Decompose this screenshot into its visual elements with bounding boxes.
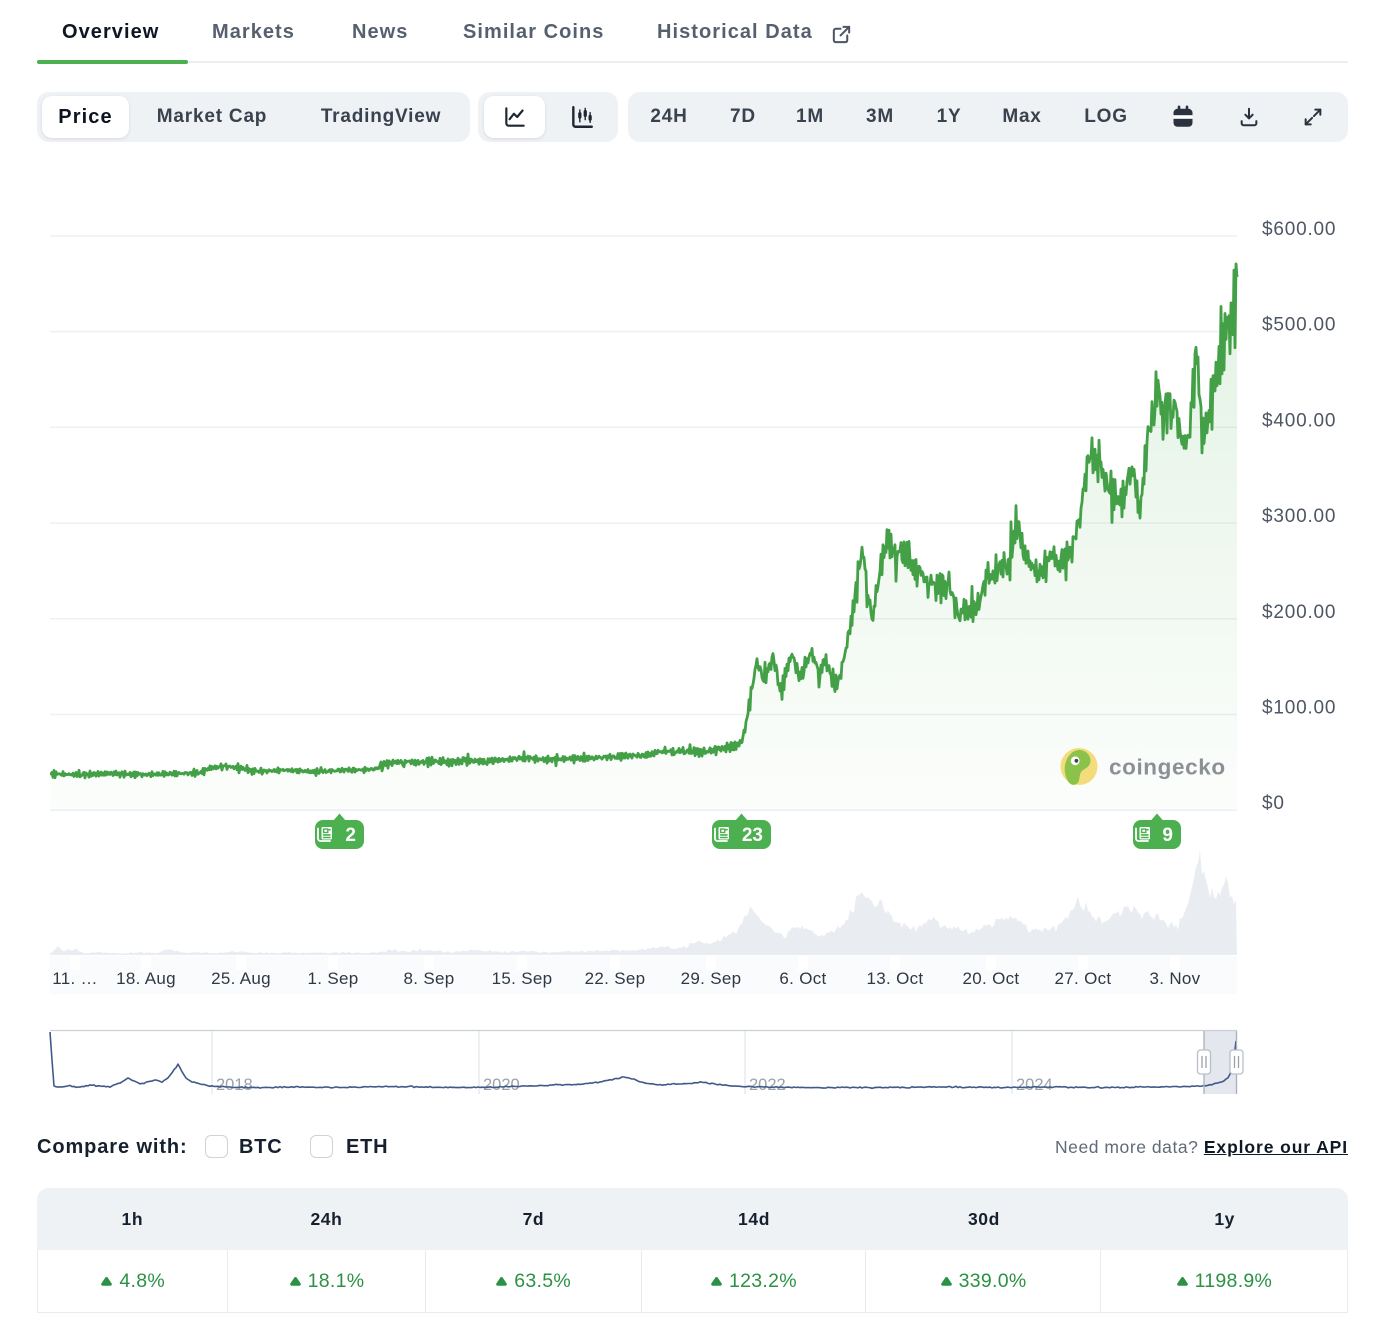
svg-text:2020: 2020 — [483, 1076, 520, 1094]
svg-text:$100.00: $100.00 — [1262, 698, 1336, 719]
svg-text:$300.00: $300.00 — [1262, 506, 1336, 527]
svg-text:1. Sep: 1. Sep — [308, 969, 359, 988]
svg-text:$400.00: $400.00 — [1262, 410, 1336, 431]
svg-text:coingecko: coingecko — [1109, 755, 1226, 780]
svg-text:8. Sep: 8. Sep — [404, 969, 455, 988]
svg-text:2024: 2024 — [1016, 1076, 1053, 1094]
svg-text:9: 9 — [1162, 825, 1173, 846]
svg-text:20. Oct: 20. Oct — [963, 969, 1020, 988]
svg-text:2022: 2022 — [749, 1076, 786, 1094]
svg-text:$600.00: $600.00 — [1262, 219, 1336, 240]
svg-text:13. Oct: 13. Oct — [867, 969, 924, 988]
svg-text:22. Sep: 22. Sep — [585, 969, 646, 988]
svg-text:$500.00: $500.00 — [1262, 315, 1336, 336]
svg-text:18. Aug: 18. Aug — [116, 969, 176, 988]
svg-text:23: 23 — [742, 825, 763, 846]
svg-text:$200.00: $200.00 — [1262, 602, 1336, 623]
svg-text:29. Sep: 29. Sep — [681, 969, 742, 988]
svg-text:6. Oct: 6. Oct — [779, 969, 826, 988]
svg-text:27. Oct: 27. Oct — [1055, 969, 1112, 988]
svg-text:25. Aug: 25. Aug — [211, 969, 271, 988]
svg-text:15. Sep: 15. Sep — [492, 969, 553, 988]
svg-text:11. …: 11. … — [52, 969, 98, 988]
svg-text:$0: $0 — [1262, 793, 1285, 814]
svg-text:2: 2 — [345, 825, 356, 846]
svg-text:2018: 2018 — [216, 1076, 253, 1094]
svg-text:3. Nov: 3. Nov — [1150, 969, 1201, 988]
